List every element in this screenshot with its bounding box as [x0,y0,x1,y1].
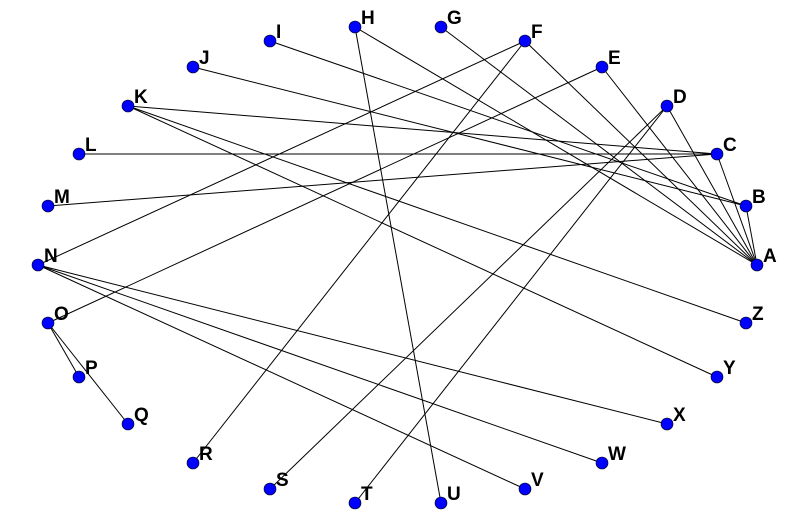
node-label-o: O [54,304,69,325]
edge-f-a [524,40,758,266]
node-label-l: L [85,135,97,156]
node-e [595,60,609,74]
node-i [263,34,277,48]
node-label-y: Y [723,358,736,379]
edge-g-a [440,26,758,266]
node-label-u: U [447,484,461,505]
node-label-h: H [361,8,375,29]
node-label-d: D [673,87,687,108]
node-t [348,496,362,510]
node-b [739,199,753,213]
nodes-layer [31,20,764,510]
edge-k-z [127,105,747,324]
node-m [41,199,55,213]
edge-h-a [354,26,758,266]
node-q [121,417,135,431]
edge-k-y [127,105,718,378]
edge-j-b [192,66,747,207]
edge-n-v [37,264,526,490]
node-a [750,258,764,272]
node-d [660,99,674,113]
edge-e-o [47,66,603,324]
edge-b-a [745,205,758,266]
node-r [186,456,200,470]
edge-n-w [37,264,603,464]
node-label-g: G [447,8,462,29]
node-z [739,316,753,330]
edge-k-c [127,105,718,155]
node-s [263,482,277,496]
edge-f-n [37,40,526,266]
node-label-r: R [199,444,213,465]
node-label-i: I [276,22,281,43]
node-f [518,34,532,48]
node-g [434,20,448,34]
node-w [595,456,609,470]
node-label-m: M [54,187,70,208]
node-y [710,370,724,384]
node-c [710,147,724,161]
node-n [31,258,45,272]
edge-c-a [716,153,758,266]
node-label-b: B [752,187,766,208]
node-label-j: J [199,48,210,69]
node-label-q: Q [134,405,149,426]
node-label-x: X [673,405,686,426]
node-label-k: K [134,87,148,108]
edge-i-b [269,40,747,207]
node-p [72,370,86,384]
edge-f-r [192,40,526,464]
labels-layer: A B C D E F G H I J K L M N O P Q R S T U V W X Y Z [44,8,777,505]
edges-layer [37,26,758,504]
node-l [72,147,86,161]
edge-m-c [47,153,718,207]
edge-d-a [666,105,758,266]
node-h [348,20,362,34]
node-j [186,60,200,74]
edge-o-q [47,322,129,425]
node-k [121,99,135,113]
node-label-w: W [608,444,626,465]
node-u [434,496,448,510]
node-label-t: T [361,484,373,505]
node-label-s: S [276,470,289,491]
node-label-z: Z [752,304,764,325]
edge-n-x [37,264,668,425]
node-label-v: V [531,470,544,491]
edge-e-a [601,66,758,266]
node-o [41,316,55,330]
edge-d-t [354,105,668,504]
node-x [660,417,674,431]
node-label-c: C [723,135,737,156]
edge-d-s [269,105,668,490]
node-v [518,482,532,496]
node-label-f: F [531,22,543,43]
edge-o-p [47,322,80,378]
edge-h-u [354,26,442,504]
node-label-e: E [608,48,621,69]
node-label-p: P [85,358,98,379]
node-label-a: A [763,246,777,267]
node-label-n: N [44,246,58,267]
